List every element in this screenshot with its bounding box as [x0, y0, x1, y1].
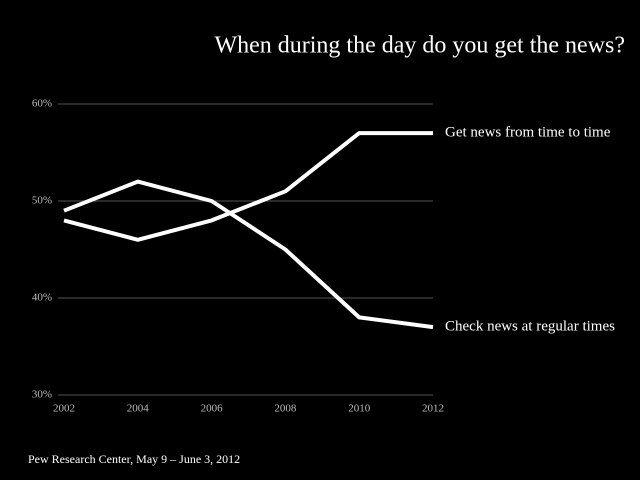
- x-tick-label: 2008: [274, 403, 297, 415]
- x-tick-label: 2010: [348, 403, 371, 415]
- chart-title: When during the day do you get the news?: [214, 33, 625, 59]
- y-tick-label: 30%: [32, 389, 52, 401]
- x-tick-label: 2006: [201, 403, 224, 415]
- series-label: Get news from time to time: [445, 125, 611, 141]
- series-line: [63, 131, 433, 242]
- y-tick-label: 50%: [32, 195, 52, 207]
- series-line: [63, 179, 434, 330]
- y-tick-label: 40%: [32, 292, 52, 304]
- x-tick-label: 2004: [127, 403, 150, 415]
- series-label: Check news at regular times: [445, 319, 615, 335]
- y-tick-label: 60%: [32, 98, 52, 110]
- x-tick-label: 2012: [422, 403, 444, 415]
- x-tick-label: 2002: [53, 403, 75, 415]
- source-note: Pew Research Center, May 9 – June 3, 201…: [28, 452, 240, 466]
